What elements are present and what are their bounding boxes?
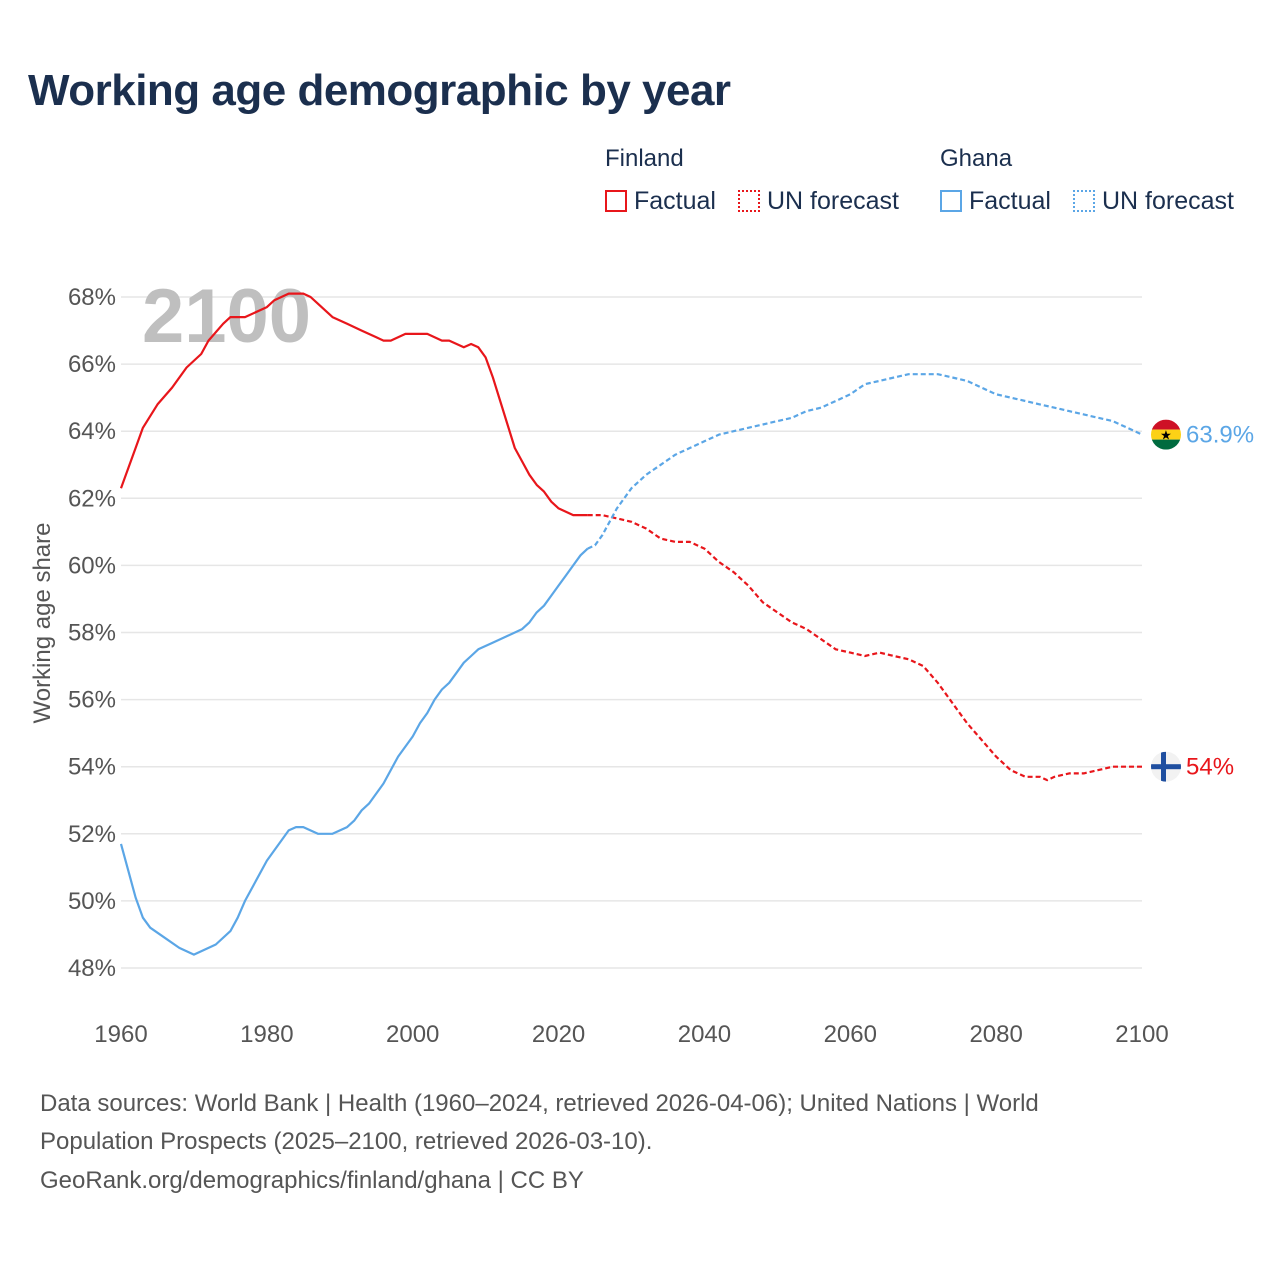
y-tick-label: 62% [68,485,116,512]
grid-lines [121,296,1142,969]
legend-group-finland: Finland [605,145,684,172]
legend-label-finland-factual: Factual [634,186,716,215]
y-tick-label: 58% [68,620,116,647]
chart-title: Working age demographic by year [28,66,731,115]
x-axis-ticks: 1960 1980 2000 2020 2040 2060 2080 2100 [94,1021,1168,1048]
y-tick-label: 66% [68,351,116,378]
x-tick-label: 1960 [94,1021,147,1048]
legend-ghana-factual[interactable]: Factual [940,186,1051,216]
x-tick-label: 2060 [824,1021,877,1048]
legend-group-ghana: Ghana [940,145,1013,172]
legend-label-finland-forecast: UN forecast [767,186,899,215]
x-tick-label: 2000 [386,1021,439,1048]
ghana-end-value: 63.9% [1186,422,1254,449]
x-tick-label: 2100 [1115,1021,1168,1048]
legend-swatch-ghana-factual [940,190,962,212]
year-watermark: 2100 [142,274,311,359]
legend-ghana-forecast[interactable]: UN forecast [1073,186,1234,216]
svg-text:★: ★ [1160,429,1172,444]
series-line-ghana-factual[interactable] [119,547,589,956]
y-axis-label: Working age share [29,523,56,724]
line-chart: 2100 48% 50% 52% 54% 56% 58% 60% 62% 64% 66% 68% 1… [29,274,1254,1048]
footer-sources-line2: Population Prospects (2025–2100, retriev… [40,1128,653,1155]
x-tick-label: 2080 [969,1021,1022,1048]
finland-end-value: 54% [1186,754,1234,781]
x-tick-label: 2020 [532,1021,585,1048]
y-tick-label: 64% [68,418,116,445]
legend-swatch-ghana-forecast [1073,190,1095,212]
x-tick-label: 2040 [678,1021,731,1048]
legend-swatch-finland-forecast [738,190,760,212]
y-tick-label: 48% [68,955,116,982]
legend-finland-factual[interactable]: Factual [605,186,716,216]
series-line-finland-factual[interactable] [119,292,588,517]
y-tick-label: 56% [68,687,116,714]
footer-link[interactable]: GeoRank.org/demographics/finland/ghana |… [40,1167,584,1194]
legend-label-ghana-forecast: UN forecast [1102,186,1234,215]
ghana-flag-icon: ★ [1151,419,1181,450]
series-line-ghana-forecast[interactable] [587,373,1143,550]
y-tick-label: 60% [68,552,116,579]
y-tick-label: 68% [68,284,116,311]
y-axis-ticks: 48% 50% 52% 54% 56% 58% 60% 62% 64% 66% 68% [68,284,116,982]
finland-flag-icon [1151,751,1181,782]
y-tick-label: 52% [68,821,116,848]
legend-finland-forecast[interactable]: UN forecast [738,186,899,216]
y-tick-label: 50% [68,888,116,915]
legend-swatch-finland-factual [605,190,627,212]
series-line-finland-forecast[interactable] [587,514,1142,782]
y-tick-label: 54% [68,754,116,781]
legend-label-ghana-factual: Factual [969,186,1051,215]
x-tick-label: 1980 [240,1021,293,1048]
footer-sources-line1: Data sources: World Bank | Health (1960–… [40,1090,1039,1117]
end-labels: ★ 63.9% 54% [1151,419,1254,782]
series-lines [119,292,1143,956]
